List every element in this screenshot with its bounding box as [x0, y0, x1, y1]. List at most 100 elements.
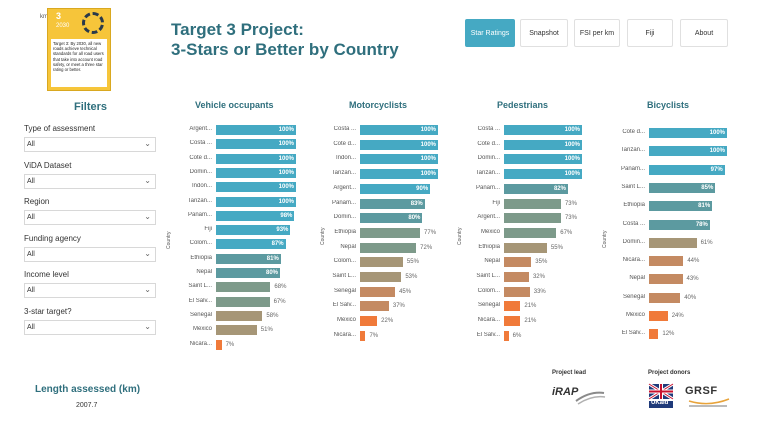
bar[interactable]: [360, 183, 431, 194]
data-label: 100%: [420, 156, 436, 163]
bar[interactable]: [504, 301, 521, 312]
data-label: 90%: [416, 185, 429, 192]
bar[interactable]: [504, 169, 582, 180]
bar[interactable]: [360, 169, 438, 180]
bar[interactable]: [649, 219, 710, 230]
bar[interactable]: [216, 268, 280, 278]
data-label: 61%: [700, 239, 713, 246]
bar[interactable]: [360, 316, 378, 327]
category-label: Domin...: [477, 155, 500, 162]
grsf-logo-text: GRSF: [685, 385, 718, 397]
category-label: Indon...: [191, 183, 212, 190]
category-label: Cote d...: [622, 129, 645, 135]
filter-label: Region: [24, 197, 50, 207]
data-label: 22%: [381, 318, 394, 325]
data-label: 77%: [424, 229, 437, 236]
category-label: Argent...: [333, 184, 356, 191]
page-title-line1: Target 3 Project:: [171, 20, 304, 39]
filters-title: Filters: [74, 101, 108, 113]
bar[interactable]: [216, 196, 296, 207]
bar[interactable]: [216, 210, 295, 221]
bar[interactable]: [216, 310, 263, 321]
data-label: 32%: [532, 274, 545, 280]
length-assessed-value: 2007.7: [76, 402, 98, 409]
bar[interactable]: [216, 325, 257, 336]
filter-dropdown[interactable]: All ⌄: [24, 246, 156, 262]
category-label: Ethiopia: [623, 202, 645, 209]
filter-dropdown[interactable]: All ⌄: [24, 320, 156, 335]
category-label: Colom...: [333, 258, 356, 265]
category-label: El Salv...: [188, 297, 212, 304]
bar[interactable]: [649, 292, 681, 303]
irap-logo: iRAP: [550, 383, 606, 407]
bar[interactable]: [216, 253, 281, 264]
bar[interactable]: [649, 128, 727, 138]
bar[interactable]: [504, 227, 557, 238]
bar[interactable]: [649, 256, 684, 267]
bar[interactable]: [504, 198, 561, 209]
bar[interactable]: [649, 146, 727, 157]
category-label: Saint L...: [332, 273, 356, 279]
bar[interactable]: [360, 272, 402, 282]
bar[interactable]: [216, 182, 296, 193]
bar[interactable]: [360, 301, 389, 312]
bar[interactable]: [504, 286, 530, 297]
filter-dropdown[interactable]: All ⌄: [24, 137, 156, 152]
bar[interactable]: [216, 296, 270, 307]
bar[interactable]: [649, 164, 725, 175]
bar[interactable]: [216, 239, 286, 250]
bar[interactable]: [360, 242, 417, 253]
bar[interactable]: [504, 316, 521, 327]
bar[interactable]: [360, 139, 438, 150]
bar[interactable]: [649, 201, 713, 212]
nav-about-button[interactable]: About: [680, 19, 728, 47]
nav-fsi-per-km-button[interactable]: FSI per km: [574, 19, 620, 47]
bar[interactable]: [360, 125, 438, 135]
bar[interactable]: [360, 198, 425, 209]
data-label: 44%: [687, 258, 700, 265]
bar[interactable]: [504, 213, 561, 224]
filter-dropdown[interactable]: All ⌄: [24, 173, 156, 189]
bar[interactable]: [216, 153, 296, 164]
bar[interactable]: [216, 282, 271, 293]
bar[interactable]: [504, 154, 582, 165]
bar[interactable]: [649, 329, 659, 340]
bar[interactable]: [216, 339, 222, 350]
bar[interactable]: [216, 167, 296, 178]
nav-star-ratings-button[interactable]: Star Ratings: [465, 19, 515, 47]
km-tag: km: [40, 14, 48, 20]
bar[interactable]: [504, 242, 547, 253]
bar[interactable]: [360, 227, 421, 238]
bar[interactable]: [649, 274, 683, 285]
bar[interactable]: [649, 311, 668, 321]
category-label: Cote d...: [333, 140, 356, 147]
category-label: Mexico: [625, 312, 645, 318]
bar[interactable]: [216, 225, 291, 236]
nav-fiji-button[interactable]: Fiji: [627, 19, 673, 47]
bar[interactable]: [649, 182, 716, 193]
nav-snapshot-button[interactable]: Snapshot: [520, 19, 568, 47]
filter-dropdown[interactable]: All ⌄: [24, 210, 156, 226]
bar[interactable]: [649, 237, 697, 248]
bar[interactable]: [504, 330, 509, 341]
bar[interactable]: [360, 257, 403, 268]
bar[interactable]: [360, 330, 366, 341]
bar[interactable]: [504, 257, 532, 268]
category-label: Panam...: [331, 199, 356, 206]
bar[interactable]: [504, 125, 582, 135]
bar[interactable]: [504, 272, 529, 282]
bar[interactable]: [504, 183, 568, 194]
chart-title: Bicyclists: [647, 100, 690, 110]
bar[interactable]: [504, 139, 582, 150]
bar[interactable]: [360, 286, 396, 297]
bar[interactable]: [360, 154, 438, 165]
bar[interactable]: [360, 213, 423, 224]
category-label: Tanzan...: [475, 170, 500, 177]
bar[interactable]: [216, 139, 296, 150]
filter-dropdown[interactable]: All ⌄: [24, 283, 156, 299]
filter-label: Funding agency: [24, 233, 81, 243]
category-label: Panam...: [187, 211, 212, 218]
ukaid-text: UKaid: [651, 400, 669, 406]
data-label: 80%: [408, 215, 421, 222]
bar[interactable]: [216, 125, 296, 135]
